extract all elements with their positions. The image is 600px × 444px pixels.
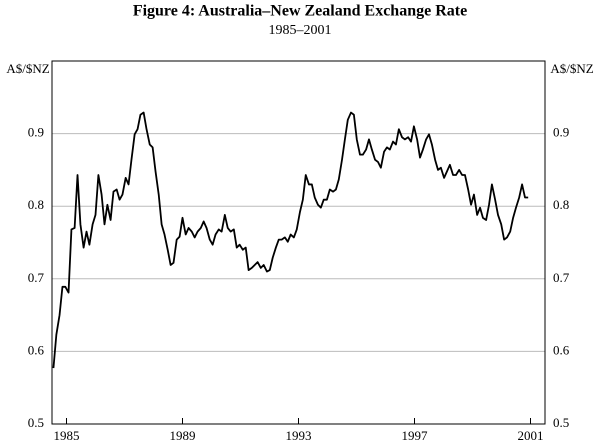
y-tick-label: 0.5 — [28, 415, 44, 430]
y2-tick-label: 0.9 — [553, 125, 569, 140]
y2-tick-label: 0.5 — [553, 415, 569, 430]
x-tick-label: 2001 — [518, 428, 544, 443]
y-tick-label: 0.9 — [28, 125, 44, 140]
x-tick-label: 1993 — [286, 428, 312, 443]
y2-axis-label: A$/$NZ — [550, 61, 593, 76]
y2-tick-label: 0.6 — [553, 342, 570, 357]
plot-frame — [51, 60, 546, 425]
y-axis-label: A$/$NZ — [6, 61, 49, 76]
y-tick-label: 0.7 — [28, 270, 45, 285]
y-tick-label: 0.6 — [28, 342, 45, 357]
x-tick-label: 1989 — [170, 428, 196, 443]
data-line — [52, 111, 529, 369]
chart-subtitle: 1985–2001 — [269, 23, 332, 38]
x-tick-label: 1997 — [402, 428, 429, 443]
y-tick-label: 0.8 — [28, 197, 44, 212]
x-tick-label: 1985 — [54, 428, 80, 443]
y2-tick-label: 0.8 — [553, 197, 569, 212]
chart-title: Figure 4: Australia–New Zealand Exchange… — [133, 3, 467, 20]
y2-tick-label: 0.7 — [553, 270, 570, 285]
